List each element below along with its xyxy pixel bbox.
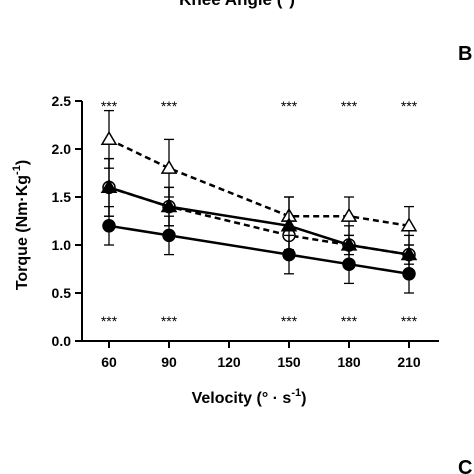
y-tick-label: 1.0 <box>52 237 72 253</box>
panel-letter-b: B <box>458 43 472 65</box>
significance-bottom: *** <box>401 313 418 329</box>
significance-bottom: *** <box>281 313 298 329</box>
significance-top: *** <box>101 98 118 114</box>
x-tick-label: 150 <box>277 354 301 370</box>
x-tick-label: 210 <box>397 354 421 370</box>
y-axis-ticks: 0.0 0.5 1.0 1.5 2.0 2.5 <box>52 93 82 349</box>
series-line-filled-triangle <box>108 186 410 256</box>
y-axis-title: Torque (Nm·Kg-1) <box>11 160 31 290</box>
significance-annotations: *** *** *** *** *** *** *** *** *** *** <box>101 98 418 329</box>
clipped-panel-label: Knee Angle (°) <box>179 0 295 9</box>
panel-letter-c: C <box>458 457 472 474</box>
y-tick-label: 1.5 <box>52 189 72 205</box>
data-point <box>280 217 298 232</box>
data-point <box>402 267 416 281</box>
x-axis-ticks: 60 90 120 150 180 210 <box>101 341 421 370</box>
data-point <box>400 217 418 232</box>
significance-bottom: *** <box>101 313 118 329</box>
y-tick-label: 0.0 <box>52 333 72 349</box>
significance-top: *** <box>161 98 178 114</box>
x-tick-label: 120 <box>217 354 241 370</box>
data-point <box>102 219 116 233</box>
data-point <box>160 198 178 213</box>
significance-bottom: *** <box>161 313 178 329</box>
x-tick-label: 180 <box>337 354 361 370</box>
data-point <box>282 247 296 262</box>
series-group <box>100 109 418 294</box>
data-point <box>340 207 358 222</box>
data-point <box>160 159 178 174</box>
significance-top: *** <box>401 98 418 114</box>
significance-bottom: *** <box>341 313 358 329</box>
data-point <box>342 257 356 271</box>
data-point <box>100 178 118 194</box>
y-tick-label: 2.5 <box>52 93 72 109</box>
x-tick-label: 60 <box>101 354 117 370</box>
significance-top: *** <box>281 98 298 114</box>
x-tick-label: 90 <box>161 354 177 370</box>
y-tick-label: 2.0 <box>52 141 72 157</box>
series-line-filled-circle <box>108 224 410 276</box>
series-open-triangle <box>100 109 418 246</box>
x-axis-title: Velocity (° · s-1) <box>192 387 307 407</box>
significance-top: *** <box>341 98 358 114</box>
series-filled-circle <box>102 205 416 294</box>
series-line-open-triangle <box>108 138 410 228</box>
data-point <box>100 130 118 146</box>
series-filled-triangle <box>100 157 418 275</box>
axes <box>81 101 439 342</box>
y-tick-label: 0.5 <box>52 285 72 301</box>
data-point <box>162 228 176 243</box>
